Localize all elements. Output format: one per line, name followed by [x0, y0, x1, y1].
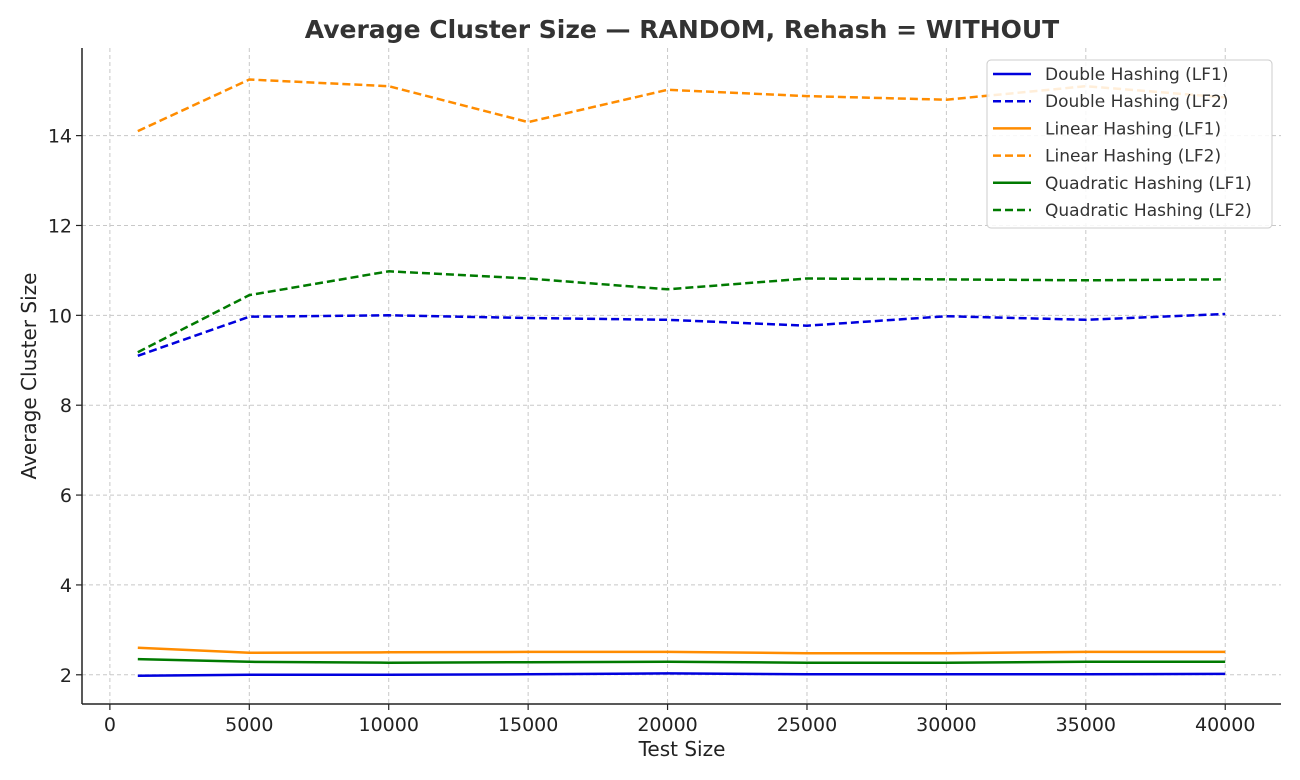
x-ticks: 0 5000 10000 15000 20000 25000 30000 35000 40000: [104, 704, 1255, 736]
y-tick-label: 4: [60, 575, 72, 597]
y-tick-label: 10: [48, 305, 72, 327]
x-tick-label: 10000: [358, 714, 418, 736]
axes: [81, 48, 1281, 705]
y-tick-label: 6: [60, 485, 72, 507]
x-tick-label: 30000: [916, 714, 976, 736]
legend-label: Quadratic Hashing (LF2): [1045, 201, 1252, 221]
series-line-linear-hashing-lf1: [137, 646, 1226, 655]
x-tick-label: 40000: [1195, 714, 1255, 736]
series-line-double-hashing-lf1: [137, 672, 1226, 677]
legend-item: Linear Hashing (LF2): [993, 147, 1221, 167]
chart-title: Average Cluster Size — RANDOM, Rehash = …: [305, 15, 1059, 44]
legend-label: Linear Hashing (LF1): [1045, 119, 1221, 139]
legend-item: Double Hashing (LF2): [993, 92, 1229, 112]
legend-item: Linear Hashing (LF1): [993, 119, 1221, 139]
legend-item: Quadratic Hashing (LF1): [993, 174, 1252, 194]
series-line-double-hashing-lf2: [137, 312, 1226, 357]
y-tick-label: 12: [48, 215, 72, 237]
series-line-linear-hashing-lf2: [137, 78, 1226, 133]
legend: Double Hashing (LF1) Double Hashing (LF2)…: [986, 59, 1273, 229]
legend-item: Double Hashing (LF1): [993, 65, 1229, 85]
series-line-quadratic-hashing-lf1: [137, 657, 1226, 664]
plot-area: [137, 78, 1226, 677]
x-tick-label: 20000: [637, 714, 697, 736]
y-tick-label: 14: [48, 126, 72, 148]
legend-item: Quadratic Hashing (LF2): [993, 201, 1252, 221]
x-tick-label: 5000: [225, 714, 273, 736]
x-tick-label: 35000: [1056, 714, 1116, 736]
series-line-quadratic-hashing-lf2: [137, 270, 1226, 354]
legend-label: Linear Hashing (LF2): [1045, 147, 1221, 167]
legend-label: Double Hashing (LF1): [1045, 65, 1229, 85]
legend-label: Double Hashing (LF2): [1045, 92, 1229, 112]
legend-label: Quadratic Hashing (LF1): [1045, 174, 1252, 194]
x-tick-label: 25000: [777, 714, 837, 736]
x-tick-label: 15000: [498, 714, 558, 736]
y-tick-label: 8: [60, 395, 72, 417]
x-axis-label: Test Size: [638, 737, 726, 761]
y-ticks: 2 4 6 8 10 12 14: [48, 126, 82, 687]
x-tick-label: 0: [104, 714, 116, 736]
y-axis-label: Average Cluster Size: [17, 273, 41, 480]
y-tick-label: 2: [60, 665, 72, 687]
legend-frame: [986, 59, 1273, 229]
